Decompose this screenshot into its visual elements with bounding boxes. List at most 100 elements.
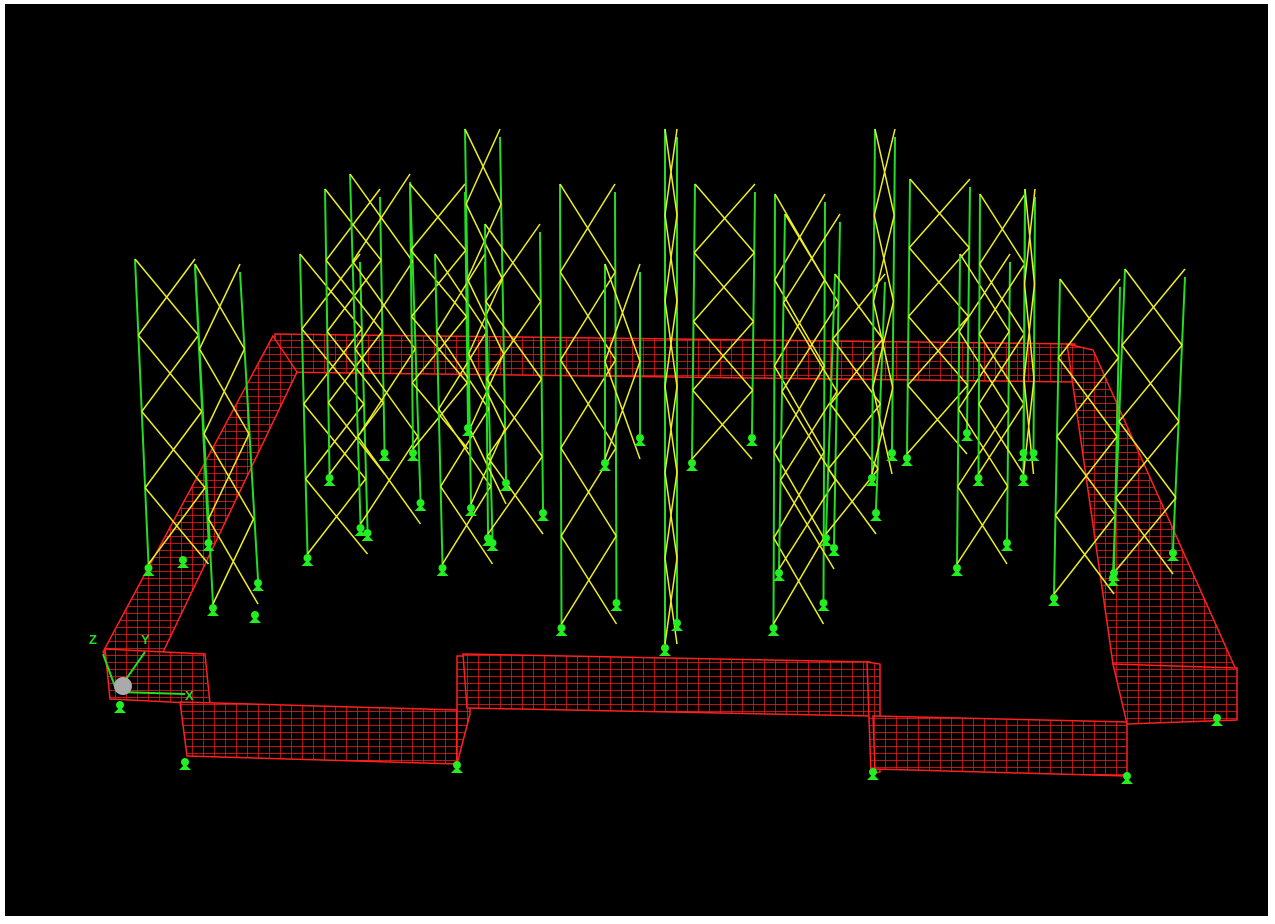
brace [1118, 344, 1183, 422]
column [239, 271, 259, 580]
column [409, 181, 422, 500]
brace [328, 402, 384, 475]
support-node [612, 599, 621, 607]
brace [977, 403, 1025, 475]
support-base [301, 560, 314, 566]
brace [664, 214, 678, 301]
brace [1112, 497, 1177, 575]
support-base [354, 530, 367, 536]
brace [908, 178, 971, 249]
column [891, 136, 896, 450]
brace [412, 382, 468, 450]
front-wall-left [179, 701, 458, 765]
support-base [1027, 455, 1040, 461]
brace [978, 193, 1026, 265]
support-node [1213, 714, 1221, 722]
support-node [144, 564, 153, 572]
support-node [1050, 594, 1058, 602]
brace [410, 249, 467, 317]
support-node [1003, 539, 1011, 547]
support-node [601, 459, 609, 467]
column [559, 183, 563, 625]
support-base [820, 540, 832, 546]
support-base [1048, 600, 1060, 606]
support-node [963, 429, 971, 437]
support-node [1123, 772, 1131, 780]
support-node [539, 509, 547, 517]
brace [441, 486, 492, 565]
brace [147, 487, 206, 565]
brace [774, 193, 826, 281]
brace [782, 213, 841, 304]
brace [772, 537, 825, 625]
support-base [465, 510, 477, 516]
support-base [407, 455, 419, 461]
brace [778, 479, 837, 570]
support-base [686, 465, 698, 471]
model-viewport[interactable]: Z Y X [5, 4, 1268, 916]
support-base [870, 515, 882, 521]
brace [306, 478, 367, 555]
support-node [636, 434, 644, 442]
front-wall-right-return [1112, 663, 1238, 725]
support-base [1167, 555, 1179, 561]
brace [873, 128, 896, 216]
support-base [555, 630, 568, 636]
support-node [822, 534, 830, 542]
brace [978, 333, 1025, 405]
axis-triad: Z Y X [89, 632, 194, 703]
brace [872, 301, 895, 388]
support-node [557, 624, 566, 632]
brace [692, 321, 755, 391]
column [1032, 196, 1036, 450]
support-base [1017, 455, 1030, 461]
brace [560, 535, 617, 625]
brace [359, 436, 419, 525]
brace [1115, 421, 1180, 499]
brace [559, 183, 616, 273]
support-base [1017, 480, 1030, 486]
support-node [209, 604, 217, 612]
brace [141, 334, 199, 412]
support-base [179, 764, 191, 770]
support-base [451, 767, 463, 773]
brace [487, 456, 543, 535]
brace [978, 263, 1026, 335]
brace [411, 316, 468, 384]
support-base [828, 550, 840, 556]
brace [354, 261, 414, 350]
support-base [886, 455, 898, 461]
support-base [901, 460, 913, 466]
support-node [688, 459, 696, 467]
support-node [251, 611, 259, 619]
support-base [1121, 778, 1133, 784]
brace [779, 391, 838, 481]
brace [1054, 436, 1118, 516]
column [822, 201, 826, 600]
brace [137, 258, 196, 336]
brace [486, 378, 543, 457]
column [1172, 276, 1186, 550]
support-node [661, 644, 669, 652]
column [614, 191, 618, 600]
column [499, 136, 507, 480]
brace [693, 183, 756, 254]
brace [1121, 268, 1186, 346]
support-node [673, 619, 681, 627]
support-node [380, 449, 389, 457]
support-node [254, 579, 262, 587]
support-base [142, 570, 155, 576]
column [464, 191, 469, 425]
support-node [116, 701, 124, 709]
brace [957, 408, 1010, 487]
support-base [482, 540, 494, 546]
support-node [416, 499, 425, 507]
column [833, 221, 841, 545]
z-axis-label: Z [89, 632, 97, 647]
support-node [869, 768, 877, 776]
brace [485, 301, 542, 380]
support-base [361, 535, 374, 541]
support-node [467, 504, 475, 512]
brace [604, 263, 641, 362]
front-wall-middle [462, 653, 874, 717]
